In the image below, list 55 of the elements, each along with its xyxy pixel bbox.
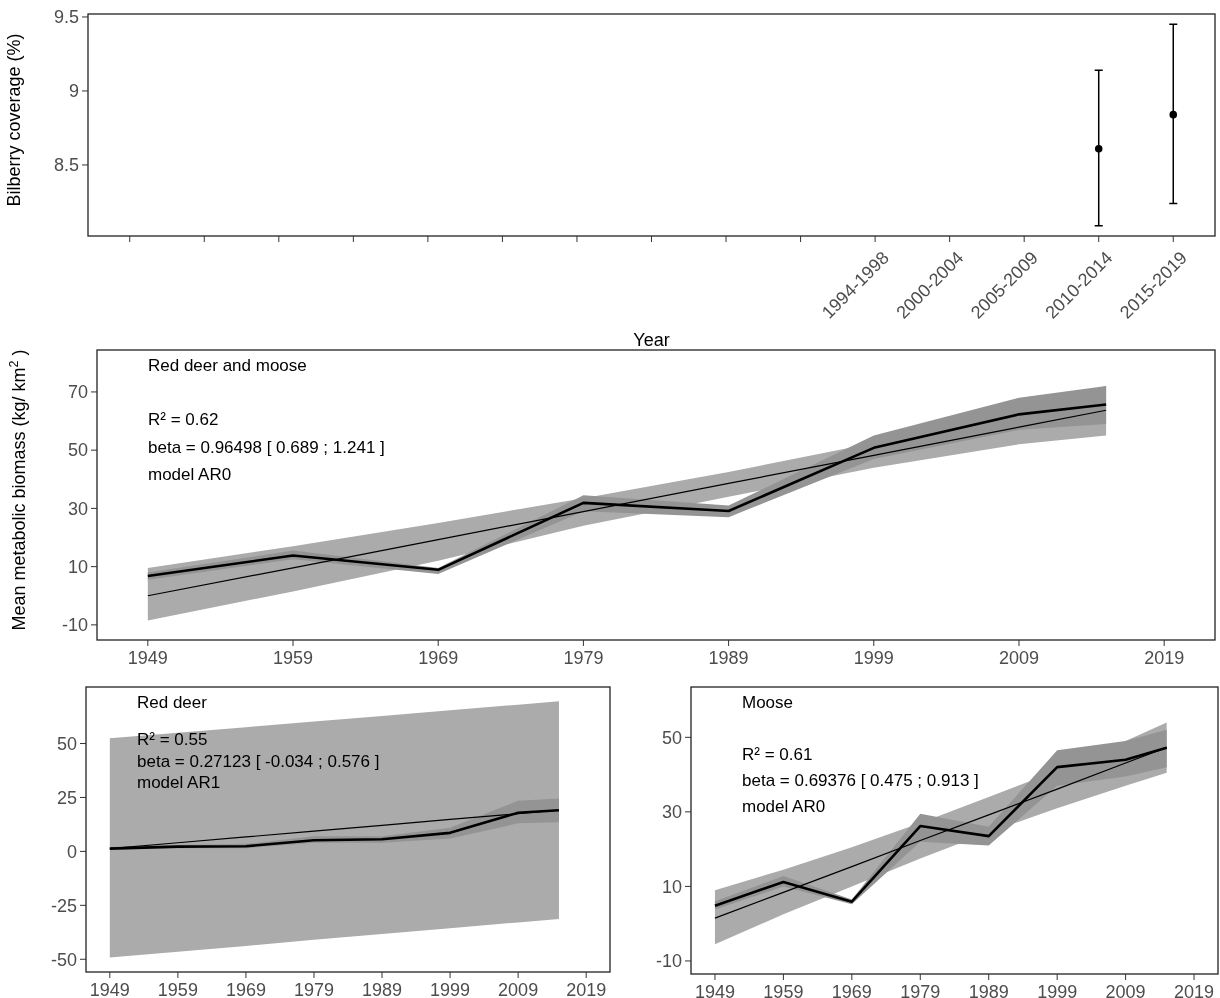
x-tick-label: 1999 xyxy=(1037,982,1078,998)
y-tick-label: 9.5 xyxy=(53,7,79,28)
y-tick-label: 10 xyxy=(67,556,88,577)
y-tick-label: 50 xyxy=(67,440,88,461)
y-tick-label: -50 xyxy=(50,949,77,970)
x-tick-label: 2019 xyxy=(1144,648,1185,668)
x-tick-label: 1979 xyxy=(293,980,334,998)
x-tick-label: 1949 xyxy=(127,648,168,668)
chart-title: Red deer xyxy=(137,693,208,712)
x-tick-label: 1949 xyxy=(694,982,735,998)
y-tick-label: 70 xyxy=(67,382,88,403)
y-tick-label: -10 xyxy=(61,615,88,636)
y-tick-label: 25 xyxy=(56,787,77,808)
x-tick-label: 1979 xyxy=(563,648,604,668)
x-tick-label: 1999 xyxy=(853,648,894,668)
y-tick-label: 30 xyxy=(661,802,682,823)
annotation: beta = 0.96498 [ 0.689 ; 1.241 ] xyxy=(148,437,385,457)
x-tick-label: 2019 xyxy=(1174,982,1215,998)
chart-title: Moose xyxy=(742,693,794,712)
y-tick-label: 8.5 xyxy=(53,155,79,176)
x-tick-label: 1959 xyxy=(157,980,198,998)
x-tick-label: 1969 xyxy=(831,982,872,998)
x-tick-label: 1979 xyxy=(900,982,941,998)
x-tick-label: 2009 xyxy=(998,648,1040,668)
y-tick-label: 9 xyxy=(68,81,79,102)
x-tick-label: 2019 xyxy=(566,980,607,998)
x-tick-label: 1999 xyxy=(430,980,471,998)
annotation: beta = 0.27123 [ -0.034 ; 0.576 ] xyxy=(137,751,380,771)
y-tick-label: 50 xyxy=(56,733,77,754)
annotation: beta = 0.69376 [ 0.475 ; 0.913 ] xyxy=(742,771,979,790)
annotation: model AR1 xyxy=(137,773,221,792)
x-axis-title: Year xyxy=(633,330,670,350)
y-tick-label: 10 xyxy=(661,876,682,897)
x-tick-label: 1959 xyxy=(272,648,314,668)
chart-title: Red deer and moose xyxy=(148,356,307,375)
x-tick-label: 2009 xyxy=(498,980,539,998)
annotation: R² = 0.61 xyxy=(742,745,813,764)
annotation: R² = 0.62 xyxy=(148,410,219,429)
x-tick-label: 1989 xyxy=(708,648,749,668)
y-tick-label: 30 xyxy=(67,498,88,519)
x-tick-label: 1989 xyxy=(968,982,1009,998)
x-tick-label: 1949 xyxy=(89,980,130,998)
x-tick-label: 1989 xyxy=(362,980,403,998)
x-tick-label: 1969 xyxy=(418,648,459,668)
y-tick-label: -25 xyxy=(50,895,77,916)
y-axis-title: Bilberry coverage (%) xyxy=(4,33,24,207)
y-tick-label: 50 xyxy=(661,727,682,748)
x-tick-label: 1959 xyxy=(763,982,804,998)
x-tick-label: 2009 xyxy=(1105,982,1146,998)
annotation: model AR0 xyxy=(742,797,826,816)
x-tick-label: 1969 xyxy=(225,980,266,998)
y-tick-label: -10 xyxy=(655,951,682,972)
y-tick-label: 0 xyxy=(66,841,77,862)
annotation: R² = 0.55 xyxy=(137,730,208,749)
annotation: model AR0 xyxy=(148,465,232,484)
